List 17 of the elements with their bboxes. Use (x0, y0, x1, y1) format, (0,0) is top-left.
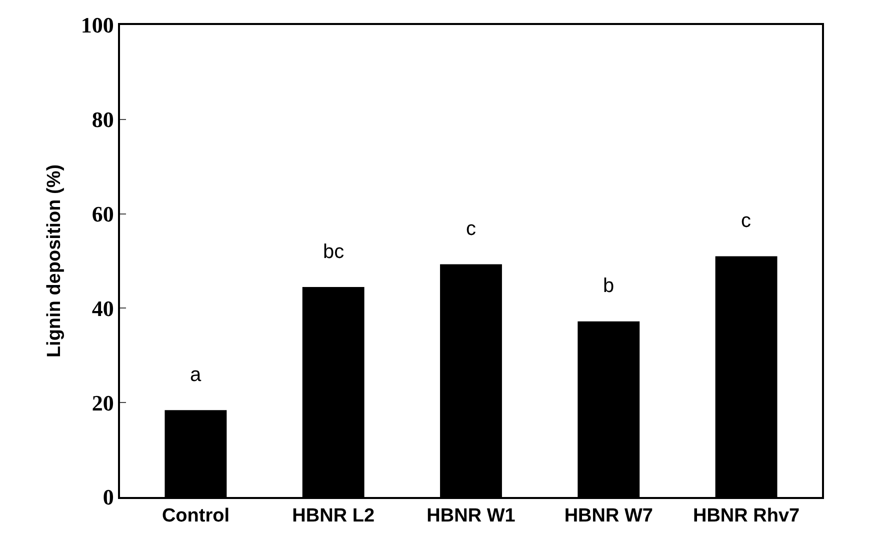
x-tick-label: HBNR W1 (426, 506, 516, 527)
y-tick-label: 40 (92, 296, 114, 321)
x-tick-label: HBNR W7 (564, 506, 653, 527)
annotation: c (741, 210, 751, 232)
annotation: b (603, 275, 614, 297)
x-tick-label: HBNR Rhv7 (692, 506, 800, 527)
y-tick-label: 20 (92, 390, 114, 416)
annotation: c (466, 218, 476, 240)
annotation: a (190, 364, 202, 386)
y-axis-title: Lignin deposition (%) (44, 164, 66, 358)
y-tick-label: 100 (80, 12, 114, 38)
y-tick-label: 0 (102, 484, 114, 510)
x-tick-label: HBNR L2 (292, 506, 375, 527)
x-tick-label: Control (162, 506, 230, 527)
y-tick-label: 60 (92, 202, 114, 226)
y-tick-label: 80 (92, 107, 114, 132)
annotation: bc (323, 241, 344, 263)
